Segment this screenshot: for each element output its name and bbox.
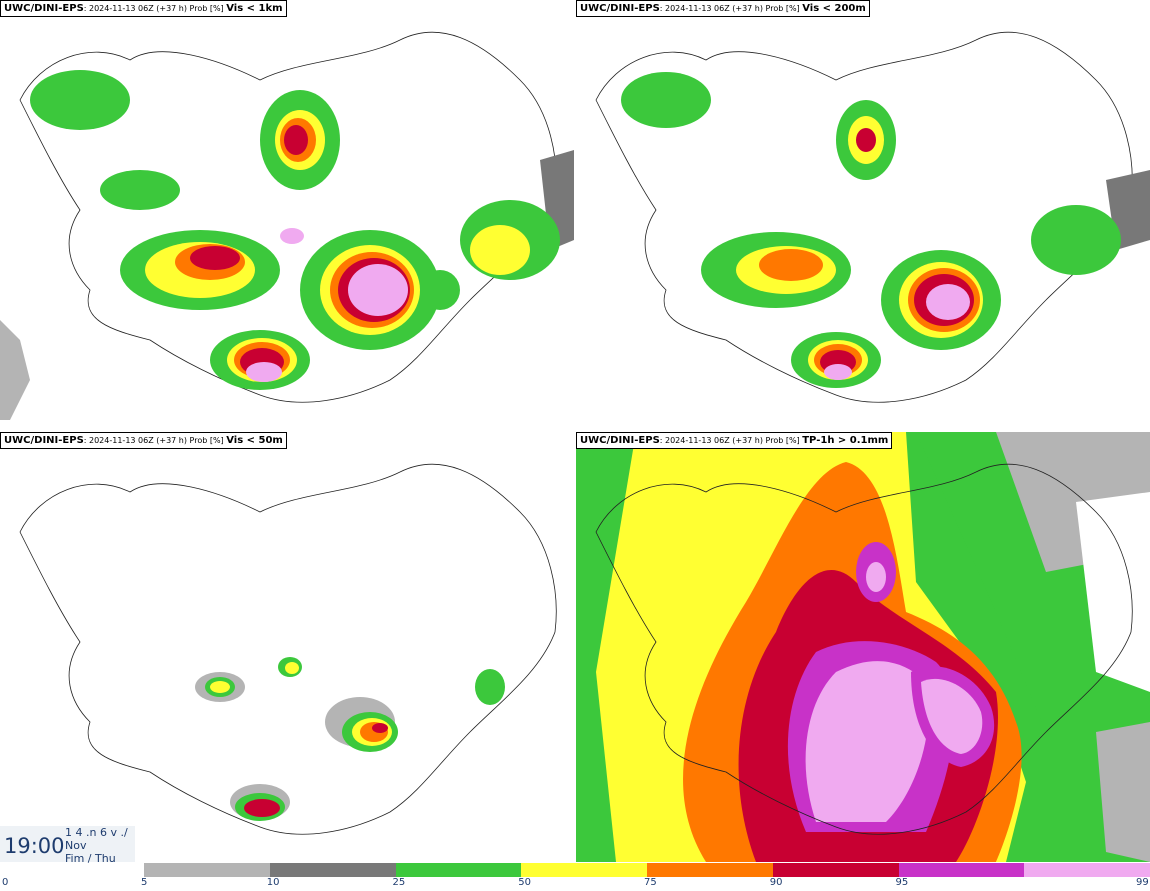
valid-time-clock: 19:00 [4,834,65,858]
colorbar-segment [144,863,270,877]
colorbar-segment [647,863,773,877]
panel-title: UWC/DINI-EPS: 2024-11-13 06Z (+37 h) Pro… [0,0,287,17]
iceland-map [576,432,1150,862]
panel-title: UWC/DINI-EPS: 2024-11-13 06Z (+37 h) Pro… [576,432,893,449]
map-panel-tp-1h: UWC/DINI-EPS: 2024-11-13 06Z (+37 h) Pro… [576,432,1150,862]
date-line-3: Fim / Thu [65,852,116,865]
colorbar-segment [395,863,522,877]
colorbar-segment [521,863,647,877]
date-line-1: 1 4 .n 6 v ./ [65,826,128,839]
panel-title: UWC/DINI-EPS: 2024-11-13 06Z (+37 h) Pro… [0,432,287,449]
colorbar-tick-label: 25 [392,877,406,888]
colorbar-tick-label: 99 [1136,877,1149,888]
colorbar-segment [269,863,396,877]
colorbar-tick-label: 10 [266,877,280,888]
colorbar-tick-label: 95 [895,877,909,888]
colorbar-tick-label: 90 [769,877,783,888]
colorbar-tick-label: 75 [644,877,657,888]
colorbar-segment [772,863,899,877]
probability-colorbar [144,863,1150,877]
panel-title: UWC/DINI-EPS: 2024-11-13 06Z (+37 h) Pro… [576,0,870,17]
valid-time-date: 1 4 .n 6 v ./ Nov Fim / Thu [65,826,128,865]
colorbar-tick-label: 50 [518,877,531,888]
iceland-map [595,31,1150,403]
valid-time-box: 19:00 1 4 .n 6 v ./ Nov Fim / Thu [0,826,135,865]
map-panel-vis-1km: UWC/DINI-EPS: 2024-11-13 06Z (+37 h) Pro… [0,0,574,430]
map-panel-vis-50m: UWC/DINI-EPS: 2024-11-13 06Z (+37 h) Pro… [0,432,574,862]
date-line-2: Nov [65,839,87,852]
colorbar-segment [1024,863,1150,877]
colorbar-tick-label: 5 [141,877,148,888]
iceland-map [0,31,574,420]
iceland-map [19,463,557,835]
colorbar-segment [898,863,1025,877]
map-panel-vis-200m: UWC/DINI-EPS: 2024-11-13 06Z (+37 h) Pro… [576,0,1150,430]
colorbar-tick-label: 0 [2,877,9,888]
